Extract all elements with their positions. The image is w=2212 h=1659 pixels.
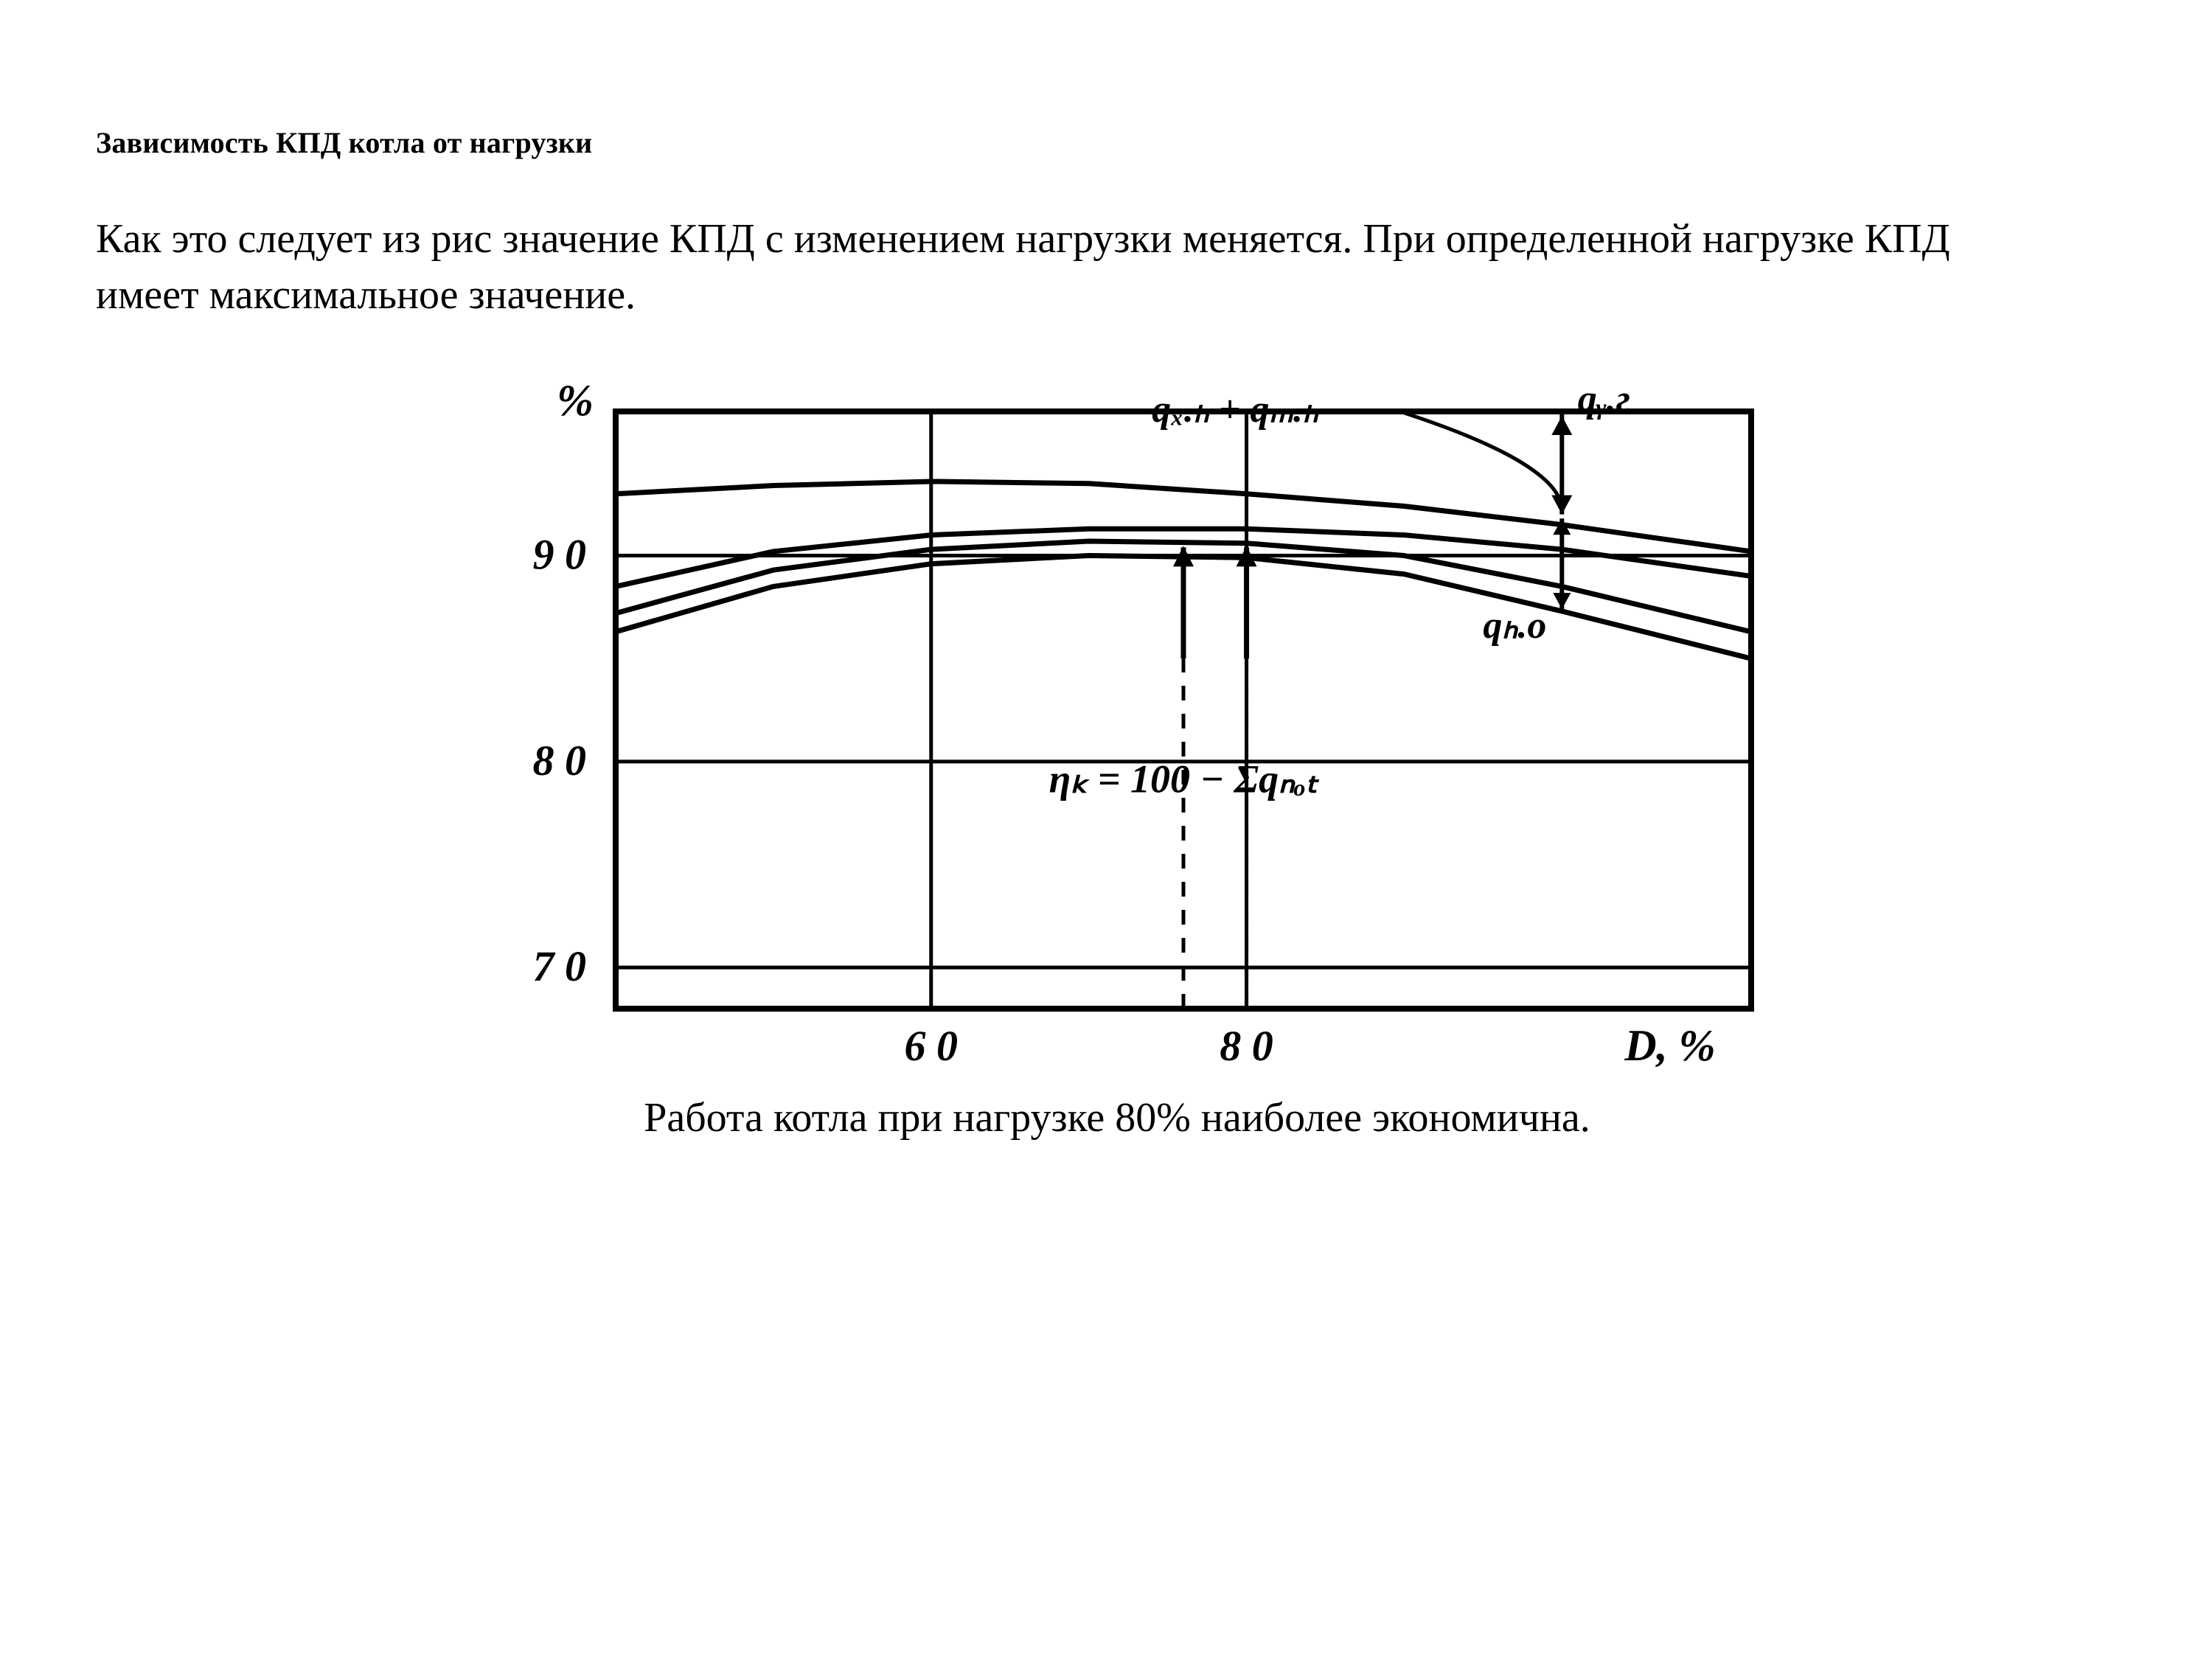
svg-text:qₕ.o: qₕ.o [1483,605,1546,647]
svg-text:qᵧ.г: qᵧ.г [1578,378,1630,420]
page: Зависимость КПД котла от нагрузки Как эт… [0,0,2212,1659]
svg-text:6 0: 6 0 [905,1022,959,1070]
chart-svg: 7 0 8 0 9 0% 6 0 8 0 D, % qₓ.ₕ + qₘ.ₕ qᵧ.г qₕ.o η… [453,367,1781,1090]
chart-figure: 7 0 8 0 9 0% 6 0 8 0 D, % qₓ.ₕ + qₘ.ₕ qᵧ.г qₕ.o η… [453,367,1781,1090]
svg-text:D, %: D, % [1624,1021,1715,1070]
page-title: Зависимость КПД котла от нагрузки [96,125,2138,160]
svg-text:8 0: 8 0 [1220,1022,1273,1070]
svg-text:7 0: 7 0 [533,942,587,990]
figure-caption: Работа котла при нагрузке 80% наиболее э… [644,1094,1590,1141]
svg-text:qₓ.ₕ + qₘ.ₕ: qₓ.ₕ + qₘ.ₕ [1152,389,1320,431]
svg-text:%: % [557,376,594,425]
figure-wrap: 7 0 8 0 9 0% 6 0 8 0 D, % qₓ.ₕ + qₘ.ₕ qᵧ.г qₕ.o η… [96,367,2138,1141]
svg-text:ηₖ = 100 − Σqₙₒₜ: ηₖ = 100 − Σqₙₒₜ [1049,757,1320,801]
paragraph: Как это следует из рис значение КПД с из… [96,212,2050,323]
svg-text:8 0: 8 0 [533,737,587,785]
svg-text:9 0: 9 0 [533,531,587,579]
